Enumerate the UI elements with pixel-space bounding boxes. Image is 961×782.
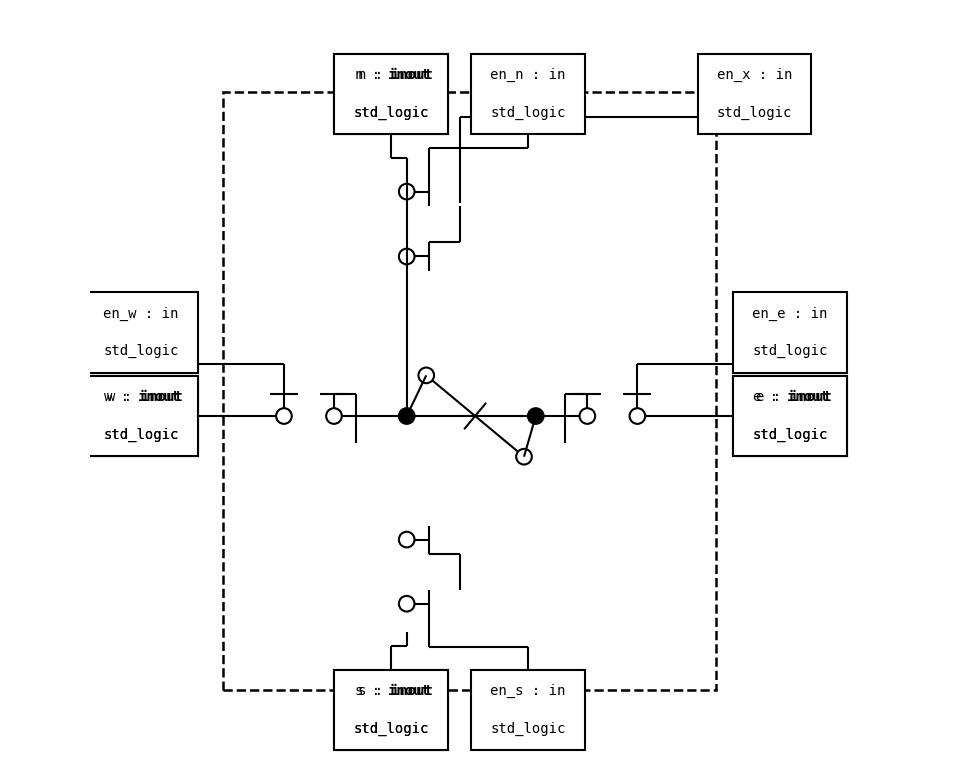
Text: en_n : in: en_n : in bbox=[490, 68, 565, 82]
Text: std_logic: std_logic bbox=[103, 428, 179, 442]
Text: en_x : in: en_x : in bbox=[716, 68, 792, 82]
FancyBboxPatch shape bbox=[732, 375, 846, 456]
Text: std_logic: std_logic bbox=[716, 106, 792, 120]
Text: en_s : in: en_s : in bbox=[490, 684, 565, 698]
Text: std_logic: std_logic bbox=[490, 722, 565, 736]
Text: n :: n : bbox=[357, 68, 391, 82]
Text: std_logic: std_logic bbox=[490, 106, 565, 120]
FancyBboxPatch shape bbox=[334, 53, 447, 134]
FancyBboxPatch shape bbox=[471, 669, 584, 751]
FancyBboxPatch shape bbox=[732, 375, 846, 456]
Text: e :: e : bbox=[752, 390, 786, 404]
FancyBboxPatch shape bbox=[334, 669, 447, 751]
Text: std_logic: std_logic bbox=[103, 344, 179, 358]
Text: std_logic: std_logic bbox=[103, 428, 179, 442]
Text: inout: inout bbox=[789, 390, 831, 404]
Text: s :: s : bbox=[355, 684, 387, 698]
Text: n :: n : bbox=[355, 68, 387, 82]
Text: std_logic: std_logic bbox=[353, 106, 429, 120]
Text: en_e : in: en_e : in bbox=[752, 307, 826, 321]
Text: w :: w : bbox=[104, 390, 137, 404]
FancyBboxPatch shape bbox=[471, 53, 584, 134]
Text: std_logic: std_logic bbox=[752, 428, 826, 442]
Text: e :: e : bbox=[755, 390, 789, 404]
Circle shape bbox=[399, 408, 414, 424]
FancyBboxPatch shape bbox=[732, 292, 846, 373]
Text: std_logic: std_logic bbox=[752, 344, 826, 358]
FancyBboxPatch shape bbox=[334, 669, 447, 751]
Text: s :: s : bbox=[357, 684, 391, 698]
Text: inout: inout bbox=[140, 390, 183, 404]
Text: inout: inout bbox=[391, 68, 432, 82]
Text: inout: inout bbox=[391, 684, 432, 698]
Circle shape bbox=[528, 408, 543, 424]
Text: std_logic: std_logic bbox=[353, 722, 429, 736]
Text: inout: inout bbox=[387, 684, 430, 698]
Text: std_logic: std_logic bbox=[353, 722, 429, 736]
Text: inout: inout bbox=[786, 390, 827, 404]
FancyBboxPatch shape bbox=[334, 53, 447, 134]
FancyBboxPatch shape bbox=[84, 375, 197, 456]
Text: std_logic: std_logic bbox=[752, 428, 826, 442]
Text: inout: inout bbox=[137, 390, 180, 404]
Text: w :: w : bbox=[108, 390, 140, 404]
Text: std_logic: std_logic bbox=[353, 106, 429, 120]
FancyBboxPatch shape bbox=[84, 292, 197, 373]
FancyBboxPatch shape bbox=[698, 53, 810, 134]
FancyBboxPatch shape bbox=[84, 375, 197, 456]
Text: en_w : in: en_w : in bbox=[103, 307, 179, 321]
Text: inout: inout bbox=[387, 68, 430, 82]
